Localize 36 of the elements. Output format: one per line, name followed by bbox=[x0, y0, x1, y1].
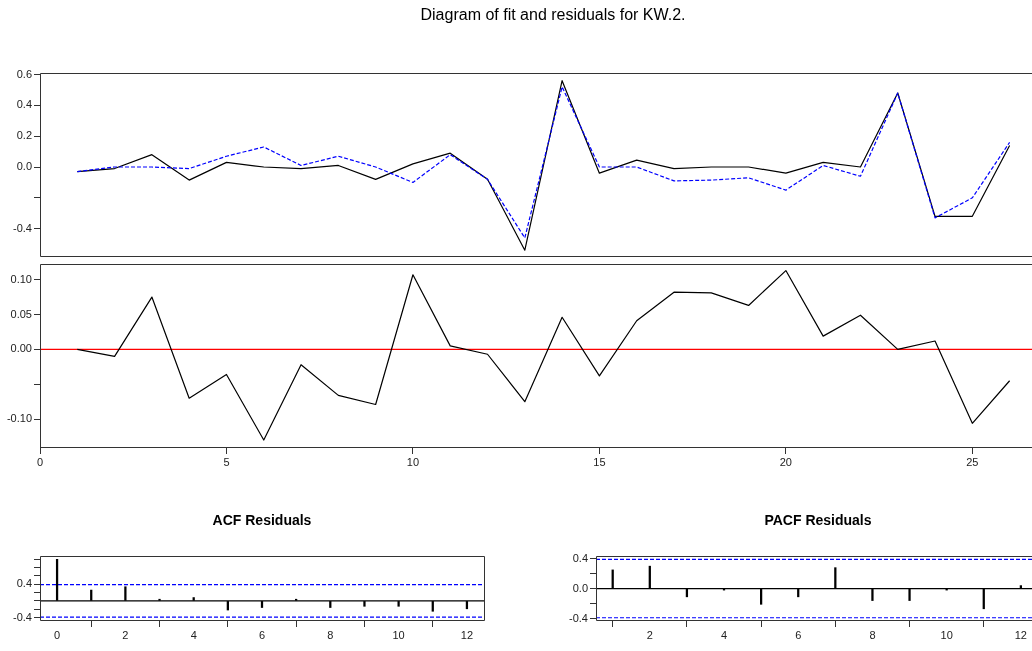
y-tick-label: -0.10 bbox=[6, 412, 32, 425]
y-tick-label: 0.05 bbox=[10, 307, 32, 320]
x-tick-label: 0 bbox=[54, 628, 61, 641]
x-tick-label: 5 bbox=[223, 455, 230, 468]
x-tick-label: 6 bbox=[258, 628, 266, 641]
y-tick-label: 0.4 bbox=[16, 98, 32, 111]
chart-title: Diagram of fit and residuals for KW.2. bbox=[419, 6, 687, 24]
x-tick-label: 10 bbox=[940, 628, 953, 641]
y-tick-label: -0.4 bbox=[13, 221, 32, 234]
y-tick-label: 0.4 bbox=[572, 551, 588, 564]
x-tick-label: 15 bbox=[593, 455, 606, 468]
y-tick-label: -0.4 bbox=[569, 611, 588, 624]
x-tick-label: 4 bbox=[190, 628, 197, 641]
x-tick-label: 12 bbox=[460, 628, 474, 641]
x-tick-label: 6 bbox=[795, 628, 802, 641]
y-tick-label: 0.2 bbox=[16, 129, 32, 142]
y-tick-label: 0.0 bbox=[572, 581, 588, 594]
x-tick-label: 10 bbox=[392, 628, 405, 641]
x-tick-label: 8 bbox=[327, 628, 334, 641]
chart-title: PACF Residuals bbox=[763, 512, 873, 528]
y-tick-label: 0.00 bbox=[10, 342, 32, 355]
y-tick-label: -0.4 bbox=[13, 610, 32, 623]
y-tick-label: 0.10 bbox=[10, 272, 32, 285]
x-tick-label: 0 bbox=[36, 455, 44, 468]
y-tick-label: 0.0 bbox=[16, 160, 32, 173]
x-tick-label: 2 bbox=[122, 628, 129, 641]
y-tick-label: 0.4 bbox=[16, 577, 32, 590]
x-tick-label: 25 bbox=[966, 455, 979, 468]
x-tick-label: 12 bbox=[1014, 628, 1027, 641]
x-tick-label: 4 bbox=[720, 628, 728, 641]
x-tick-label: 8 bbox=[869, 628, 876, 641]
chart-title: ACF Residuals bbox=[211, 512, 313, 528]
x-tick-label: 20 bbox=[779, 455, 792, 468]
y-tick-label: 0.6 bbox=[16, 67, 32, 80]
x-tick-label: 2 bbox=[646, 628, 653, 641]
x-tick-label: 10 bbox=[406, 455, 420, 468]
